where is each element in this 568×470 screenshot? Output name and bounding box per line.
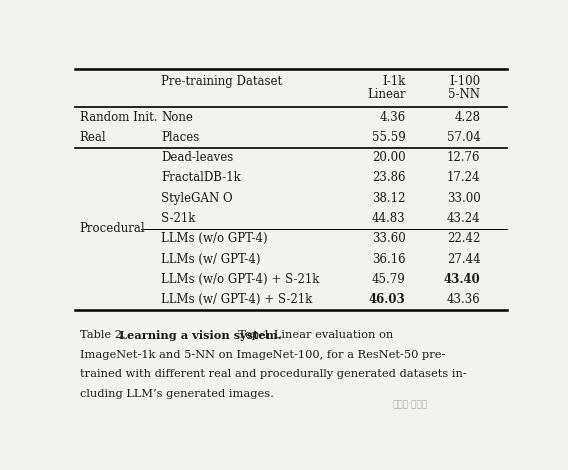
Text: 23.86: 23.86 [372, 172, 406, 185]
Text: Pre-training Dataset: Pre-training Dataset [161, 75, 282, 88]
Text: 43.36: 43.36 [446, 293, 481, 306]
Text: LLMs (w/o GPT-4): LLMs (w/o GPT-4) [161, 232, 268, 245]
Text: Table 2.: Table 2. [80, 329, 133, 340]
Text: 46.03: 46.03 [369, 293, 406, 306]
Text: Dead-leaves: Dead-leaves [161, 151, 233, 164]
Text: 22.42: 22.42 [447, 232, 481, 245]
Text: I-100: I-100 [449, 75, 481, 88]
Text: 33.60: 33.60 [372, 232, 406, 245]
Text: LLMs (w/ GPT-4) + S-21k: LLMs (w/ GPT-4) + S-21k [161, 293, 312, 306]
Text: cluding LLM’s generated images.: cluding LLM’s generated images. [80, 389, 274, 400]
Text: 44.83: 44.83 [372, 212, 406, 225]
Text: 43.24: 43.24 [447, 212, 481, 225]
Text: I-1k: I-1k [382, 75, 406, 88]
Text: 12.76: 12.76 [447, 151, 481, 164]
Text: LLMs (w/ GPT-4): LLMs (w/ GPT-4) [161, 252, 261, 266]
Text: 27.44: 27.44 [447, 252, 481, 266]
Text: 4.28: 4.28 [454, 111, 481, 124]
Text: 4.36: 4.36 [379, 111, 406, 124]
Text: Random Init.: Random Init. [80, 111, 157, 124]
Text: 43.40: 43.40 [444, 273, 481, 286]
Text: LLMs (w/o GPT-4) + S-21k: LLMs (w/o GPT-4) + S-21k [161, 273, 320, 286]
Text: trained with different real and procedurally generated datasets in-: trained with different real and procedur… [80, 369, 466, 379]
Text: Learning a vision system.: Learning a vision system. [119, 329, 281, 341]
Text: 公众号·新智元: 公众号·新智元 [392, 400, 428, 409]
Text: Places: Places [161, 131, 199, 144]
Text: Top-1 Linear evaluation on: Top-1 Linear evaluation on [231, 329, 393, 340]
Text: 17.24: 17.24 [447, 172, 481, 185]
Text: Procedural: Procedural [80, 222, 145, 235]
Text: 45.79: 45.79 [372, 273, 406, 286]
Text: 5-NN: 5-NN [448, 88, 481, 102]
Text: 55.59: 55.59 [372, 131, 406, 144]
Text: StyleGAN O: StyleGAN O [161, 192, 233, 205]
Text: Linear: Linear [367, 88, 406, 102]
Text: FractalDB-1k: FractalDB-1k [161, 172, 241, 185]
Text: ImageNet-1k and 5-NN on ImageNet-100, for a ResNet-50 pre-: ImageNet-1k and 5-NN on ImageNet-100, fo… [80, 350, 445, 360]
Text: 20.00: 20.00 [372, 151, 406, 164]
Text: 36.16: 36.16 [372, 252, 406, 266]
Text: 57.04: 57.04 [446, 131, 481, 144]
Text: S-21k: S-21k [161, 212, 195, 225]
Text: Real: Real [80, 131, 106, 144]
Text: 33.00: 33.00 [446, 192, 481, 205]
Text: 38.12: 38.12 [372, 192, 406, 205]
Text: None: None [161, 111, 193, 124]
